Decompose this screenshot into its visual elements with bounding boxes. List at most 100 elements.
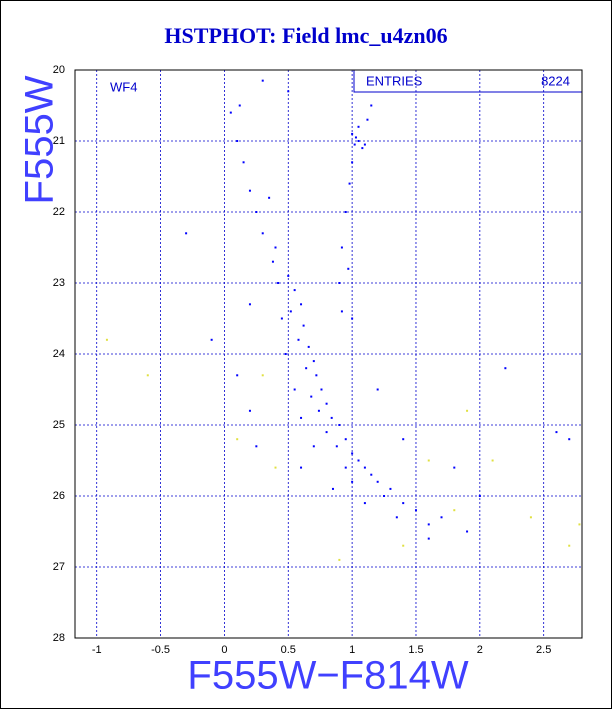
point [268,196,271,199]
point [255,445,258,448]
y-tick-label: 28 [53,632,65,644]
point [236,438,239,441]
point [105,338,108,341]
point [363,143,366,146]
stats-label: ENTRIES [366,73,423,88]
point [351,317,354,320]
point [347,267,350,270]
point [344,466,347,469]
point [302,324,305,327]
point [354,136,357,139]
point [315,374,318,377]
point [300,466,303,469]
point [376,480,379,483]
point [300,303,303,306]
point [261,79,264,82]
point [402,502,405,505]
point [344,211,347,213]
point [504,367,507,370]
plot-area: 20 21 22 23 24 25 26 27 28 -1 -0.5 0 0.5 1 1.5 2 2.5 [53,64,582,656]
point [274,466,277,469]
point [361,147,364,150]
point [414,509,417,512]
point [348,182,351,185]
point [335,445,338,448]
point [491,459,494,462]
point [312,445,315,448]
point [287,274,290,277]
point [293,289,296,292]
point [338,282,341,284]
x-tick-label: 0 [221,644,227,656]
point [402,544,405,547]
point [317,409,320,412]
annotation: WF4 [110,79,137,94]
stats-value: 8224 [541,73,570,88]
point [555,431,558,434]
plot-frame [74,69,583,639]
y-tick-label: 27 [53,561,65,573]
x-tick-label: 2 [477,644,483,656]
point [376,388,379,391]
point [271,260,274,263]
point [229,111,232,114]
point [529,516,532,519]
y-tick-label: 24 [53,348,65,360]
point [261,232,264,235]
point [340,310,343,313]
point [478,495,481,497]
point [466,409,469,412]
point [325,431,328,434]
point [274,246,277,249]
point [389,487,392,490]
point [370,473,373,476]
point [357,140,360,142]
chart-title: HSTPHOT: Field lmc_u4zn06 [164,23,447,48]
point [402,438,405,441]
point [363,466,366,469]
point [344,438,347,441]
point [293,388,296,391]
x-tick-label: 1.5 [408,644,423,656]
point [320,388,323,391]
point [395,516,398,519]
point [330,416,333,419]
point [248,189,251,192]
point [248,409,251,412]
point [325,402,328,405]
point [242,161,245,164]
y-tick-label: 21 [53,135,65,147]
point [453,466,456,469]
y-tick-label: 20 [53,64,65,76]
y-tick-label: 25 [53,419,65,431]
point [307,345,310,348]
x-axis-label: F555W−F814W [187,654,468,698]
point [255,211,258,213]
y-axis-label: F555W [18,75,62,204]
point [284,353,287,355]
x-tick-label: 0.5 [281,644,296,656]
point [146,374,149,377]
point [568,438,571,441]
point [578,523,581,526]
point [357,459,360,462]
x-tick-label: 1 [349,644,355,656]
point [351,161,354,164]
point [300,416,303,419]
x-tick-label: 2.5 [536,644,551,656]
point [210,338,213,341]
point [351,452,354,455]
point [427,459,430,462]
point [338,558,341,561]
point [383,495,386,497]
point [340,246,343,249]
point [297,338,300,341]
point [353,143,356,146]
point [236,140,239,142]
point [261,374,264,377]
x-tick-label: -1 [92,644,102,656]
point [357,125,360,128]
point [305,367,308,370]
